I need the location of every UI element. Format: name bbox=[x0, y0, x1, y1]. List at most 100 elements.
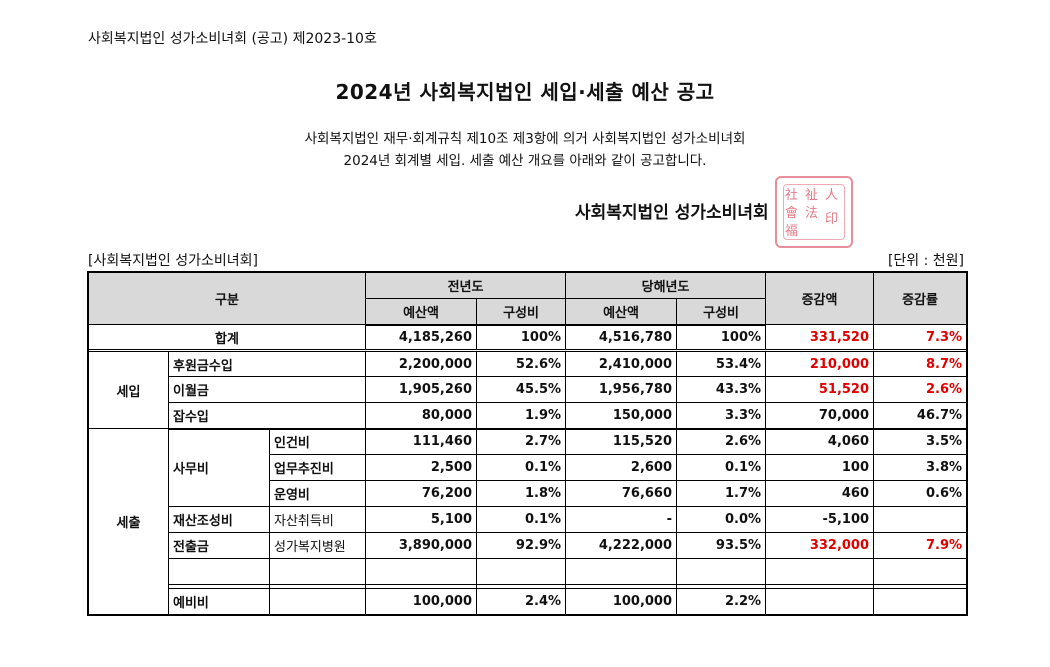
cell-rate: 2.6% bbox=[873, 376, 968, 403]
cell-rate bbox=[873, 506, 968, 533]
header-curr-budget: 예산액 bbox=[565, 298, 678, 326]
row-label: 이월금 bbox=[167, 376, 367, 403]
cell-prev-budget: 5,100 bbox=[365, 506, 478, 533]
table-row: 세출 사무비 인건비 111,460 2.7% 115,520 2.6% 4,0… bbox=[88, 428, 968, 615]
intro-line-2: 2024년 회계별 세입. 세출 예산 개요를 아래와 같이 공고합니다. bbox=[343, 153, 707, 169]
revenue-section-label: 세입 bbox=[88, 350, 169, 429]
cell-diff: 331,520 bbox=[765, 324, 875, 352]
cell-prev-budget: 1,905,260 bbox=[365, 376, 478, 403]
header-diff-rate: 증감률 bbox=[873, 272, 968, 325]
cell-rate bbox=[873, 588, 968, 615]
row-label: 후원금수입 bbox=[167, 350, 367, 377]
row-label: 예비비 bbox=[168, 588, 270, 615]
cell-curr-ratio: 43.3% bbox=[676, 376, 767, 403]
cell-prev-ratio: 1.8% bbox=[476, 480, 567, 507]
cell-curr-budget: 4,222,000 bbox=[565, 532, 678, 559]
header-diff: 증감액 bbox=[765, 272, 875, 325]
table-row: 잡수입 80,000 1.9% 150,000 3.3% 70,000 46.7… bbox=[89, 402, 968, 430]
row-sub-label: 성가복지병원 bbox=[268, 532, 367, 559]
intro-text: 사회복지법인 재무·회계규칙 제10조 제3항에 의거 사회복지법인 성가소비녀… bbox=[0, 128, 1050, 172]
cell-diff: 4,060 bbox=[765, 428, 875, 455]
cell-prev-ratio: 52.6% bbox=[476, 350, 567, 377]
seal-glyph: 法 bbox=[805, 206, 819, 221]
table-row-empty bbox=[89, 558, 968, 585]
table-row: 재산조성비 자산취득비 5,100 0.1% - 0.0% -5,100 bbox=[89, 506, 968, 533]
cell-curr-ratio: 1.7% bbox=[676, 480, 767, 507]
intro-line-1: 사회복지법인 재무·회계규칙 제10조 제3항에 의거 사회복지법인 성가소비녀… bbox=[304, 131, 746, 147]
cell-diff: 332,000 bbox=[765, 532, 875, 559]
cell-curr-ratio: 100% bbox=[676, 324, 767, 352]
cell-diff: 210,000 bbox=[765, 350, 875, 377]
cell-prev-ratio: 1.9% bbox=[476, 402, 567, 430]
table-row-total: 합계 4,185,260 100% 4,516,780 100% 331,520… bbox=[87, 324, 968, 352]
cell-prev-ratio: 0.1% bbox=[476, 454, 567, 481]
header-prev-ratio: 구성비 bbox=[476, 298, 567, 326]
cell-curr-budget: 2,600 bbox=[565, 454, 678, 481]
cell-diff: -5,100 bbox=[765, 506, 875, 533]
seal-glyph: 祉 bbox=[805, 188, 819, 203]
cell-curr-budget: 150,000 bbox=[565, 402, 678, 430]
cell-curr-ratio: 2.6% bbox=[676, 428, 767, 455]
table-row: 이월금 1,905,260 45.5% 1,956,780 43.3% 51,5… bbox=[89, 376, 968, 403]
row-label: 재산조성비 bbox=[168, 506, 270, 533]
cell-curr-ratio: 93.5% bbox=[676, 532, 767, 559]
cell-diff: 100 bbox=[765, 454, 875, 481]
table-row: 세입 후원금수입 2,200,000 52.6% 2,410,000 53.4%… bbox=[88, 350, 968, 429]
header-prev-year: 전년도 bbox=[365, 272, 567, 299]
cell-prev-budget: 80,000 bbox=[365, 402, 478, 430]
cell-prev-ratio: 2.4% bbox=[476, 588, 567, 615]
cell-curr-ratio: 2.2% bbox=[676, 588, 767, 615]
seal-glyph: 印 bbox=[825, 212, 839, 227]
cell-prev-budget: 111,460 bbox=[365, 428, 478, 455]
cell-curr-ratio: 53.4% bbox=[676, 350, 767, 377]
cell-prev-budget: 4,185,260 bbox=[365, 324, 478, 352]
cell-curr-budget: 100,000 bbox=[565, 588, 678, 615]
cell-prev-ratio: 0.1% bbox=[476, 506, 567, 533]
seal-glyph: 福 bbox=[785, 224, 799, 239]
cell-curr-budget: - bbox=[565, 506, 678, 533]
cell-rate: 46.7% bbox=[873, 402, 968, 430]
seal-glyph: 人 bbox=[825, 188, 839, 203]
cell-rate: 7.3% bbox=[873, 324, 968, 352]
cell-curr-budget: 76,660 bbox=[565, 480, 678, 507]
table-row: 예비비 100,000 2.4% 100,000 2.2% bbox=[89, 588, 968, 615]
seal-glyph: 社 bbox=[785, 188, 799, 203]
cell-prev-budget: 2,500 bbox=[365, 454, 478, 481]
cell-prev-budget: 76,200 bbox=[365, 480, 478, 507]
cell-curr-budget: 4,516,780 bbox=[565, 324, 678, 352]
cell-curr-ratio: 3.3% bbox=[676, 402, 767, 430]
cell-prev-budget: 3,890,000 bbox=[365, 532, 478, 559]
cell-diff: 70,000 bbox=[765, 402, 875, 430]
row-sub-label bbox=[268, 588, 367, 615]
table-row: 운영비 76,200 1.8% 76,660 1.7% 460 0.6% bbox=[89, 480, 968, 507]
cell-diff: 51,520 bbox=[765, 376, 875, 403]
cell-curr-budget: 2,410,000 bbox=[565, 350, 678, 377]
office-expense-label: 사무비 bbox=[168, 428, 270, 507]
cell-prev-budget: 2,200,000 bbox=[365, 350, 478, 377]
cell-curr-budget: 1,956,780 bbox=[565, 376, 678, 403]
expense-section-label: 세출 bbox=[88, 428, 169, 615]
cell-curr-budget: 115,520 bbox=[565, 428, 678, 455]
row-label: 운영비 bbox=[268, 480, 367, 507]
table-row: 업무추진비 2,500 0.1% 2,600 0.1% 100 3.8% bbox=[89, 454, 968, 481]
notice-number: 사회복지법인 성가소비녀회 (공고) 제2023-10호 bbox=[88, 31, 377, 47]
cell-curr-ratio: 0.1% bbox=[676, 454, 767, 481]
page-title: 2024년 사회복지법인 세입·세출 예산 공고 bbox=[335, 80, 715, 104]
header-prev-budget: 예산액 bbox=[365, 298, 478, 326]
cell-prev-ratio: 2.7% bbox=[476, 428, 567, 455]
cell-prev-ratio: 45.5% bbox=[476, 376, 567, 403]
cell-rate: 8.7% bbox=[873, 350, 968, 377]
cell-rate: 3.5% bbox=[873, 428, 968, 455]
cell-curr-ratio: 0.0% bbox=[676, 506, 767, 533]
header-category: 구분 bbox=[87, 272, 367, 325]
row-label: 업무추진비 bbox=[268, 454, 367, 481]
row-label: 잡수입 bbox=[167, 402, 367, 430]
cell-diff bbox=[765, 588, 875, 615]
cell-prev-budget: 100,000 bbox=[365, 588, 478, 615]
organization-label: [사회복지법인 성가소비녀회] bbox=[88, 253, 258, 269]
cell-rate: 7.9% bbox=[873, 532, 968, 559]
cell-rate: 0.6% bbox=[873, 480, 968, 507]
row-sub-label: 자산취득비 bbox=[268, 506, 367, 533]
header-curr-ratio: 구성비 bbox=[676, 298, 767, 326]
header-curr-year: 당해년도 bbox=[565, 272, 767, 299]
